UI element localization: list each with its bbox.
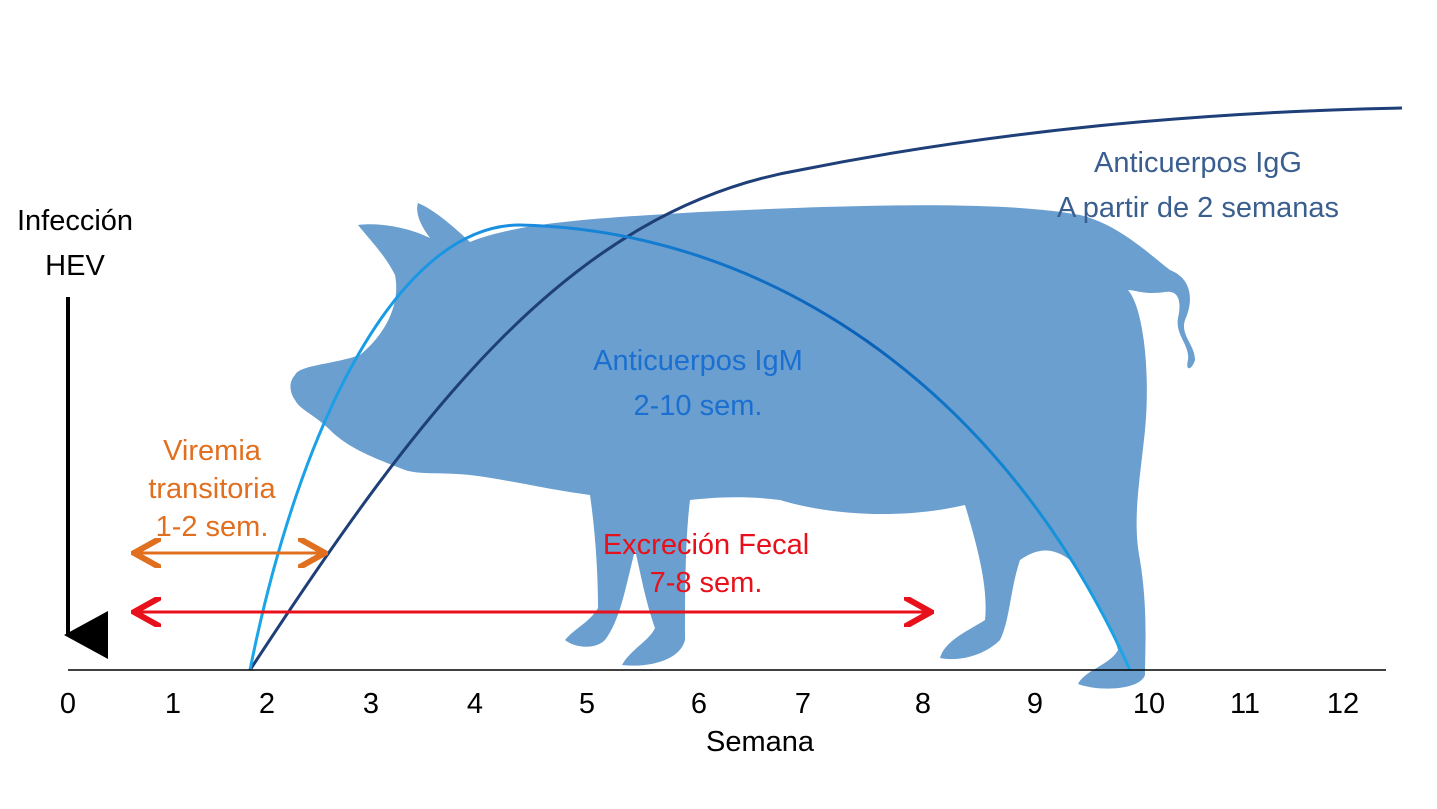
- infection-label: HEV: [45, 250, 105, 282]
- axis-tick-label: 12: [1327, 688, 1359, 720]
- labels: Infección HEV Anticuerpos IgG A partir de 2…: [17, 147, 1359, 758]
- infection-label: Infección: [17, 205, 133, 237]
- axis-tick-label: 1: [165, 688, 181, 720]
- axis-tick-label: 4: [467, 688, 483, 720]
- axis-tick-label: 9: [1027, 688, 1043, 720]
- axis-tick-label: 0: [60, 688, 76, 720]
- igg-label: Anticuerpos IgG: [1094, 147, 1302, 179]
- fecal-label: 7-8 sem.: [650, 567, 763, 599]
- igm-label: 2-10 sem.: [634, 390, 763, 422]
- axis-tick-label: 3: [363, 688, 379, 720]
- axis-tick-label: 8: [915, 688, 931, 720]
- axis-title: Semana: [706, 726, 815, 758]
- axis-tick-label: 10: [1133, 688, 1165, 720]
- igg-curve: [248, 106, 1403, 671]
- axis-tick-label: 6: [691, 688, 707, 720]
- fecal-label: Excreción Fecal: [603, 529, 809, 561]
- axis-tick-label: 11: [1230, 688, 1260, 720]
- axis-tick-label: 7: [795, 688, 811, 720]
- viremia-label: Viremia: [163, 435, 262, 467]
- viremia-label: 1-2 sem.: [156, 511, 269, 543]
- igm-curve: [248, 223, 1132, 671]
- pig-silhouette: [290, 203, 1195, 689]
- viremia-label: transitoria: [148, 473, 276, 505]
- igg-label: A partir de 2 semanas: [1057, 192, 1339, 224]
- axis-tick-label: 2: [259, 688, 275, 720]
- axis-tick-label: 5: [579, 688, 595, 720]
- igm-label: Anticuerpos IgM: [593, 345, 803, 377]
